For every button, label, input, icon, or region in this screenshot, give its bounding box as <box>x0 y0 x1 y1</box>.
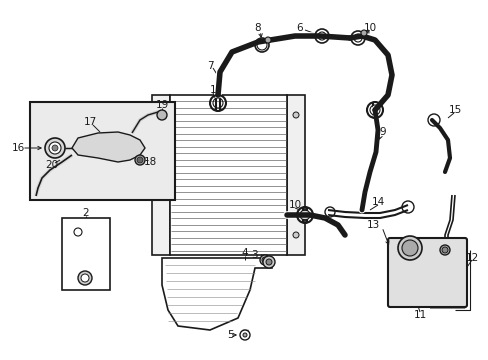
Circle shape <box>292 112 298 118</box>
Text: 12: 12 <box>465 253 478 263</box>
Bar <box>30 102 175 200</box>
Circle shape <box>45 138 65 158</box>
Text: 17: 17 <box>83 117 97 127</box>
Bar <box>170 95 286 255</box>
Text: 16: 16 <box>11 143 24 153</box>
Circle shape <box>137 157 142 163</box>
Circle shape <box>240 330 249 340</box>
Text: 10: 10 <box>363 23 376 33</box>
Bar <box>152 95 170 255</box>
Text: 6: 6 <box>296 23 303 33</box>
Circle shape <box>441 247 447 253</box>
Circle shape <box>401 240 417 256</box>
Circle shape <box>157 110 167 120</box>
Circle shape <box>81 274 89 282</box>
Circle shape <box>243 333 246 337</box>
Text: 11: 11 <box>412 310 426 320</box>
Circle shape <box>74 228 82 236</box>
Circle shape <box>78 271 92 285</box>
Circle shape <box>263 256 274 268</box>
Polygon shape <box>72 132 145 162</box>
Text: 18: 18 <box>143 157 156 167</box>
Circle shape <box>52 145 58 151</box>
Circle shape <box>49 142 61 154</box>
Polygon shape <box>162 258 271 330</box>
FancyBboxPatch shape <box>387 238 466 307</box>
Text: 1: 1 <box>209 85 216 95</box>
Text: 4: 4 <box>241 248 248 258</box>
Circle shape <box>292 232 298 238</box>
Text: 7: 7 <box>206 61 213 71</box>
Circle shape <box>262 257 267 263</box>
Circle shape <box>360 30 366 36</box>
Text: 9: 9 <box>379 127 386 137</box>
Text: 10: 10 <box>288 200 301 210</box>
Text: 15: 15 <box>447 105 461 115</box>
Text: 8: 8 <box>254 23 261 33</box>
Text: 5: 5 <box>227 330 234 340</box>
Circle shape <box>264 37 270 43</box>
Circle shape <box>265 259 271 265</box>
Circle shape <box>260 255 269 265</box>
Circle shape <box>439 245 449 255</box>
Text: 14: 14 <box>370 197 384 207</box>
Circle shape <box>135 155 145 165</box>
Bar <box>286 95 305 255</box>
Text: 2: 2 <box>82 208 89 218</box>
Text: 13: 13 <box>366 220 379 230</box>
Circle shape <box>397 236 421 260</box>
Text: 3: 3 <box>251 250 258 260</box>
Bar <box>62 218 110 290</box>
Text: 20: 20 <box>45 160 59 170</box>
Text: 19: 19 <box>155 100 168 110</box>
